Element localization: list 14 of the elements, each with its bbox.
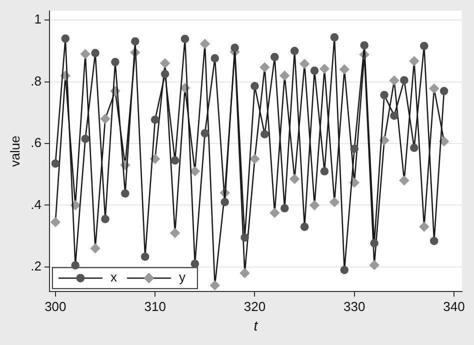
y-axis-title: value (7, 136, 22, 167)
x-tick-label: 330 (344, 298, 366, 314)
y-tick-label: .2 (30, 258, 42, 274)
x-axis-title: t (254, 317, 259, 334)
y-tick-label: .4 (30, 196, 42, 212)
y-tick-label: 1 (34, 12, 42, 27)
x-tick-label: 320 (244, 298, 266, 314)
legend-label: y (178, 270, 186, 285)
x-tick-label: 300 (44, 298, 66, 314)
legend-label: x (110, 270, 118, 285)
x-tick-label: 310 (144, 298, 166, 314)
y-tick-label: .6 (30, 135, 42, 150)
x-tick-label: 340 (443, 298, 465, 314)
y-tick-label: .8 (30, 73, 42, 88)
